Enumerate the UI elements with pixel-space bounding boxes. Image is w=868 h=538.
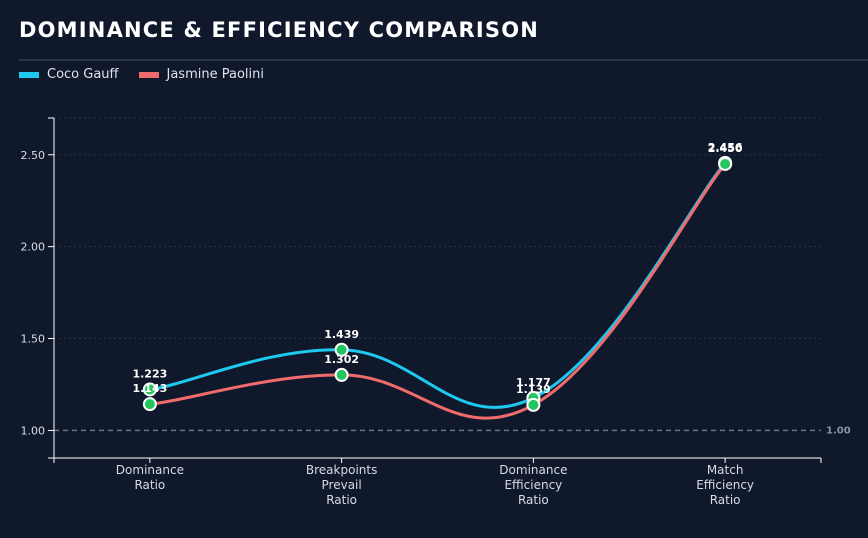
data-label: 1.302 [324, 353, 359, 366]
legend-swatch-gauff [19, 71, 39, 78]
y-tick-label: 1.00 [21, 424, 46, 437]
legend: Coco Gauff Jasmine Paolini [19, 67, 284, 82]
x-tick-label: Prevail [322, 478, 362, 492]
x-tick-label: Ratio [518, 493, 549, 507]
data-label: 1.223 [132, 367, 167, 380]
data-point [334, 342, 349, 357]
data-label: 1.139 [516, 383, 551, 396]
title-divider [19, 59, 868, 61]
data-label: 2.450 [708, 142, 743, 155]
x-tick-label: Match [707, 463, 744, 477]
x-tick-label: Ratio [326, 493, 357, 507]
x-tick-label: Efficiency [504, 478, 562, 492]
x-tick-label: Efficiency [696, 478, 754, 492]
reference-line-label: 1.00 [826, 425, 851, 436]
legend-swatch-paolini [138, 71, 159, 78]
chart-title: DOMINANCE & EFFICIENCY COMPARISON [19, 18, 540, 42]
data-point [718, 156, 733, 171]
legend-label-paolini: Jasmine Paolini [166, 67, 264, 82]
x-tick-label: Ratio [710, 493, 741, 507]
x-tick-label: Ratio [134, 478, 165, 492]
data-label: 1.177 [516, 376, 551, 389]
data-point [526, 397, 541, 412]
legend-item-paolini[interactable]: Jasmine Paolini [138, 67, 264, 82]
series-line-coco-gauff [148, 161, 727, 409]
legend-label-gauff: Coco Gauff [47, 67, 119, 82]
data-point [142, 382, 157, 397]
series-line-jasmine-paolini [148, 162, 727, 420]
data-label: 1.439 [324, 328, 359, 341]
legend-item-gauff[interactable]: Coco Gauff [19, 67, 119, 82]
y-tick-label: 1.50 [21, 333, 46, 346]
data-label: 1.143 [132, 382, 167, 395]
x-tick-label: Breakpoints [306, 463, 377, 477]
y-tick-label: 2.50 [21, 149, 46, 162]
data-point [142, 397, 157, 412]
data-point [334, 367, 349, 382]
x-tick-label: Dominance [116, 463, 184, 477]
data-label: 2.456 [708, 141, 743, 154]
x-tick-label: Dominance [499, 463, 567, 477]
y-tick-label: 2.00 [21, 241, 46, 254]
